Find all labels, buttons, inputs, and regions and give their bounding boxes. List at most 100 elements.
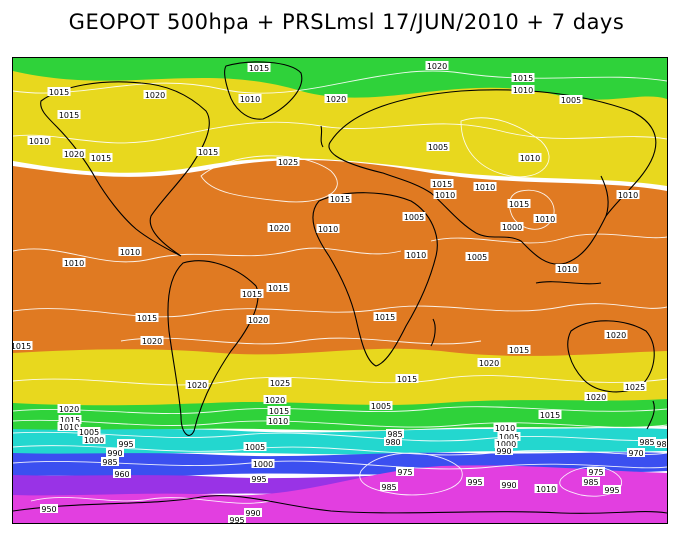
pressure-label-box (57, 422, 81, 431)
band-magenta (13, 465, 667, 523)
pressure-label: 990 (244, 508, 262, 518)
pressure-label-text: 1010 (435, 191, 455, 200)
map-canvas: 1015 1020 1015 1010 1005 1015 1020 1010 1020 1015… (13, 58, 667, 523)
pressure-label-box (140, 336, 164, 345)
pressure-label: 1015 (247, 63, 271, 73)
pressure-label-box (555, 264, 579, 273)
pressure-label-text: 1020 (187, 381, 207, 390)
pressure-label: 1010 (266, 416, 290, 426)
pressure-label-box (603, 485, 621, 494)
pressure-label-text: 995 (251, 475, 266, 484)
pressure-label-text: 1020 (586, 393, 606, 402)
pressure-label-box (101, 457, 119, 466)
pressure-label-box (623, 382, 647, 391)
pressure-label-box (534, 484, 558, 493)
pressure-label-box (369, 401, 393, 410)
pressure-label-text: 1020 (265, 396, 285, 405)
pressure-label-text: 1015 (198, 148, 218, 157)
pressure-label-text: 995 (467, 478, 482, 487)
pressure-label: 1020 (143, 90, 167, 100)
pressure-label-box (473, 182, 497, 191)
pressure-label-text: 1010 (29, 137, 49, 146)
pressure-label-box (247, 63, 271, 72)
pressure-label-box (384, 437, 402, 446)
pressure-label: 1020 (604, 330, 628, 340)
pressure-label: 1005 (426, 142, 450, 152)
pressure-label: 990 (495, 446, 513, 456)
pressure-label-box (538, 410, 562, 419)
pressure-label-box (402, 212, 426, 221)
pressure-label-box (587, 467, 605, 476)
pressure-label-box (267, 223, 291, 232)
pressure-label: 1015 (266, 283, 290, 293)
pressure-label-text: 985 (381, 483, 396, 492)
pressure-label-text: 980 (385, 438, 400, 447)
pressure-label-box (511, 73, 535, 82)
pressure-label-box (655, 439, 667, 448)
pressure-label-box (373, 312, 397, 321)
coastlines (13, 61, 667, 514)
pressure-label-text: 1020 (479, 359, 499, 368)
pressure-label-box (477, 358, 501, 367)
new-zealand-coast (646, 400, 655, 430)
pressure-label-text: 1020 (142, 337, 162, 346)
pressure-label-box (497, 432, 521, 441)
pressure-label: 1010 (493, 423, 517, 433)
pressure-label-text: 1020 (59, 405, 79, 414)
pressure-label: 1005 (369, 401, 393, 411)
pressure-label: 950 (40, 504, 58, 514)
pressure-label: 1015 (13, 341, 33, 351)
pressure-label: 1010 (118, 247, 142, 257)
pressure-label-box (604, 330, 628, 339)
pressure-label: 1015 (395, 374, 419, 384)
pressure-label: 1015 (373, 312, 397, 322)
pressure-label-text: 985 (387, 430, 402, 439)
pressure-label-box (582, 477, 600, 486)
pressure-label: 1025 (623, 382, 647, 392)
pressure-label-text: 1010 (406, 251, 426, 260)
pressure-label: 1010 (534, 484, 558, 494)
pressure-label: 1005 (559, 95, 583, 105)
pressure-label-text: 990 (107, 449, 122, 458)
pressure-label-box (276, 157, 300, 166)
pressure-label: 985 (386, 429, 404, 439)
pressure-label-box (396, 467, 414, 476)
pressure-label-box (328, 194, 352, 203)
pressure-label: 960 (113, 469, 131, 479)
pressure-label: 1015 (240, 289, 264, 299)
pressure-label-box (507, 199, 531, 208)
pressure-label-text: 1005 (561, 96, 581, 105)
pressure-label-text: 985 (639, 438, 654, 447)
pressure-label: 1010 (511, 85, 535, 95)
pressure-label-text: 1010 (59, 423, 79, 432)
pressure-label-box (324, 94, 348, 103)
pressure-label-text: 990 (496, 447, 511, 456)
japan-coast (600, 175, 609, 217)
pressure-label-box (228, 515, 246, 523)
pressure-label: 970 (627, 448, 645, 458)
pressure-label-text: 990 (245, 509, 260, 518)
pressure-label-text: 995 (229, 516, 244, 523)
band-yellow-south (13, 348, 667, 407)
pressure-label-text: 1010 (240, 95, 260, 104)
pressure-label: 1020 (57, 404, 81, 414)
pressure-label: 1010 (533, 214, 557, 224)
indonesia-coast (535, 281, 602, 285)
pressure-label: 985 (101, 457, 119, 467)
pressure-label-box (58, 415, 82, 424)
pressure-label-text: 1000 (84, 436, 104, 445)
pressure-label-box (507, 345, 531, 354)
pressure-label-text: 975 (397, 468, 412, 477)
pressure-label: 1015 (89, 153, 113, 163)
pressure-label: 1025 (276, 157, 300, 167)
pressure-label-text: 1015 (509, 346, 529, 355)
pressure-label-box (263, 395, 287, 404)
pressure-label: 1020 (246, 315, 270, 325)
pressure-label-text: 1015 (13, 342, 31, 351)
pressure-label: 1010 (238, 94, 262, 104)
pressure-label: 1010 (27, 136, 51, 146)
pressure-label: 1000 (82, 435, 106, 445)
pressure-label-box (533, 214, 557, 223)
pressure-label-box (251, 459, 275, 468)
band-orange-central (13, 160, 667, 359)
